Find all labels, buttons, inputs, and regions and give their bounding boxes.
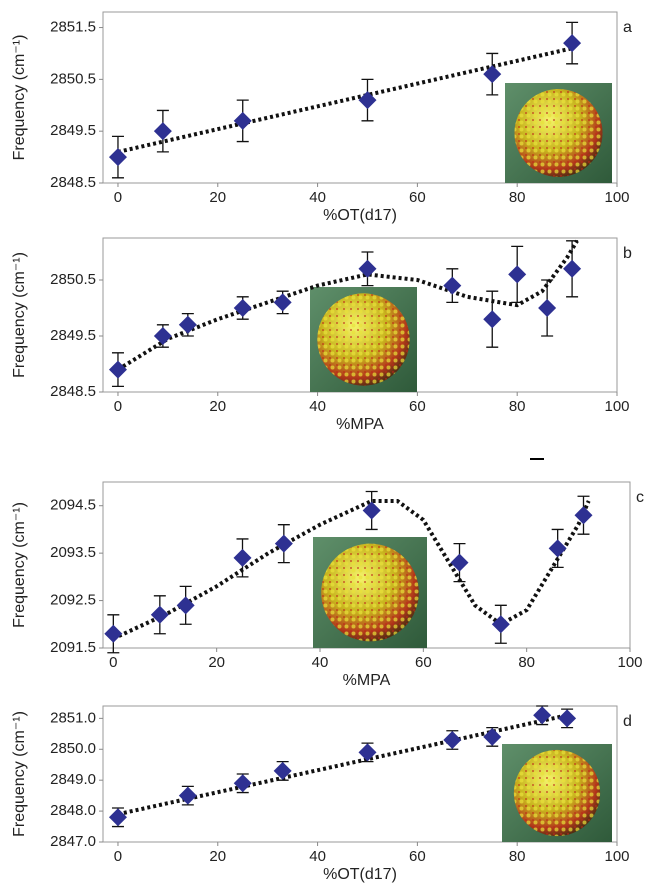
- x-tick-label: 80: [518, 654, 535, 671]
- x-tick-label: 60: [409, 848, 426, 865]
- x-tick-label: 100: [604, 189, 629, 206]
- data-point: [104, 625, 122, 643]
- x-axis-label: %MPA: [336, 416, 384, 433]
- inset-sphere-texture: [515, 89, 603, 177]
- y-tick-label: 2847.0: [50, 833, 96, 850]
- panel-label: c: [636, 489, 644, 506]
- x-tick-label: 0: [109, 654, 117, 671]
- data-point: [549, 539, 567, 557]
- data-point: [179, 787, 197, 805]
- y-tick-label: 2092.5: [50, 592, 96, 609]
- panel-label: b: [623, 245, 632, 262]
- y-tick-label: 2093.5: [50, 544, 96, 561]
- y-axis-label: Frequency (cm⁻¹): [11, 711, 28, 837]
- y-tick-label: 2848.5: [50, 383, 96, 400]
- data-point: [483, 310, 501, 328]
- x-tick-label: 60: [415, 654, 432, 671]
- x-axis-label: %MPA: [343, 672, 391, 689]
- data-point: [358, 743, 376, 761]
- data-point: [483, 65, 501, 83]
- x-tick-label: 80: [509, 398, 526, 415]
- y-tick-label: 2091.5: [50, 639, 96, 656]
- inset-sphere-texture: [317, 293, 409, 385]
- x-tick-label: 80: [509, 848, 526, 865]
- figure: 0 20 40 60 80 100 2848.5 2849.5 2850.5 2851.5 %OT(…: [0, 0, 647, 892]
- x-tick-label: 40: [309, 848, 326, 865]
- y-tick-label: 2851.5: [50, 19, 96, 36]
- x-tick-label: 100: [604, 398, 629, 415]
- x-tick-label: 0: [114, 189, 122, 206]
- data-point: [234, 112, 252, 130]
- y-tick-label: 2850.5: [50, 271, 96, 288]
- data-point: [234, 549, 252, 567]
- data-point: [358, 260, 376, 278]
- y-tick-label: 2849.5: [50, 327, 96, 344]
- data-point: [483, 728, 501, 746]
- x-axis-label: %OT(d17): [323, 866, 397, 883]
- y-axis-label: Frequency (cm⁻¹): [11, 502, 28, 628]
- data-point: [538, 299, 556, 317]
- data-point: [154, 122, 172, 140]
- data-point: [558, 709, 576, 727]
- y-tick-label: 2094.5: [50, 497, 96, 514]
- x-tick-label: 100: [604, 848, 629, 865]
- data-point: [508, 265, 526, 283]
- x-tick-label: 20: [209, 189, 226, 206]
- inset-sphere-texture: [514, 750, 600, 836]
- y-tick-label: 2850.5: [50, 70, 96, 87]
- x-tick-label: 40: [309, 189, 326, 206]
- panel-label: a: [623, 19, 632, 36]
- y-tick-label: 2849.0: [50, 771, 96, 788]
- y-tick-label: 2849.5: [50, 122, 96, 139]
- x-tick-label: 20: [209, 398, 226, 415]
- y-axis-label: Frequency (cm⁻¹): [11, 252, 28, 378]
- data-point: [109, 361, 127, 379]
- x-tick-label: 20: [208, 654, 225, 671]
- panel-label: d: [623, 713, 632, 730]
- x-axis-label: %OT(d17): [323, 207, 397, 224]
- x-tick-label: 60: [409, 398, 426, 415]
- x-tick-label: 0: [114, 398, 122, 415]
- x-tick-label: 60: [409, 189, 426, 206]
- y-tick-label: 2850.0: [50, 740, 96, 757]
- x-tick-label: 80: [509, 189, 526, 206]
- y-tick-label: 2848.5: [50, 174, 96, 191]
- data-point: [575, 506, 593, 524]
- y-tick-label: 2848.0: [50, 802, 96, 819]
- data-point: [563, 34, 581, 52]
- x-tick-label: 40: [312, 654, 329, 671]
- data-point: [177, 596, 195, 614]
- inset-sphere-texture: [321, 544, 419, 642]
- data-point: [492, 615, 510, 633]
- data-point: [363, 501, 381, 519]
- y-tick-label: 2851.0: [50, 709, 96, 726]
- x-tick-label: 100: [617, 654, 642, 671]
- data-point: [234, 299, 252, 317]
- fit-curve: [118, 48, 572, 152]
- y-axis-label: Frequency (cm⁻¹): [11, 35, 28, 161]
- data-point: [358, 91, 376, 109]
- data-point: [179, 316, 197, 334]
- data-point: [443, 731, 461, 749]
- x-tick-label: 40: [309, 398, 326, 415]
- x-tick-label: 0: [114, 848, 122, 865]
- x-tick-label: 20: [209, 848, 226, 865]
- data-point: [154, 327, 172, 345]
